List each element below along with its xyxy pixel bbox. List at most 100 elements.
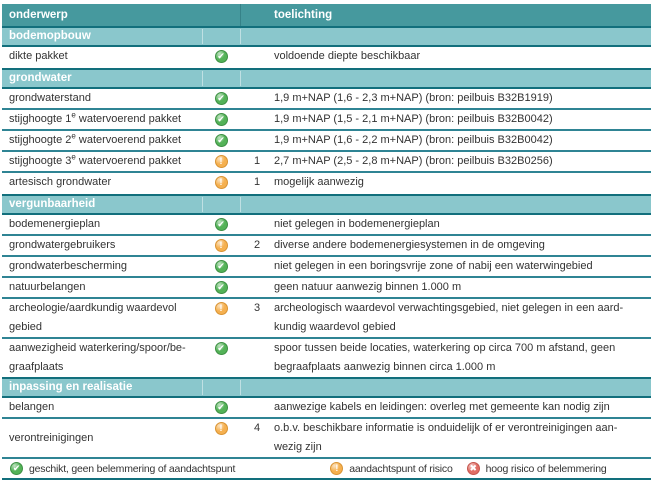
check-icon: ✔ bbox=[214, 92, 228, 105]
section-header: grondwater bbox=[2, 68, 651, 89]
row-toelichting: niet gelegen in een boringsvrije zone of… bbox=[274, 260, 593, 272]
row-note: 4 bbox=[253, 422, 261, 434]
check-icon: ✔ bbox=[214, 342, 228, 355]
section-label: vergunbaarheid bbox=[9, 198, 96, 210]
legend-row: ✔ geschikt, geen belemmering of aandachts… bbox=[2, 459, 651, 480]
table-row: artesisch grondwater! 1 mogelijk aanwezig bbox=[2, 173, 651, 194]
row-label: dikte pakket bbox=[9, 50, 68, 62]
status-icon-cell: ✔ bbox=[202, 398, 240, 414]
row-label: verontreinigingen bbox=[9, 431, 94, 444]
assessment-table: onderwerp toelichting bodemopbouw dikte p… bbox=[2, 4, 651, 480]
row-toelichting: aanwezige kabels en leidingen: overleg m… bbox=[274, 401, 610, 413]
table-row: stijghoogte 3e watervoerend pakket! 1 2,7 … bbox=[2, 152, 651, 173]
row-toelichting: 1,9 m+NAP (1,6 - 2,3 m+NAP) (bron: peilb… bbox=[274, 92, 553, 104]
row-toelichting: 2,7 m+NAP (2,5 - 2,8 m+NAP) (bron: peilb… bbox=[274, 155, 553, 167]
label-text: stijghoogte 3 bbox=[9, 155, 72, 167]
label-superscript: e bbox=[71, 152, 76, 162]
row-toelichting: o.b.v. beschikbare informatie is onduide… bbox=[274, 422, 618, 453]
row-label: natuurbelangen bbox=[9, 281, 86, 293]
row-label: stijghoogte 1e watervoerend pakket bbox=[2, 110, 202, 129]
status-icon-cell: ! bbox=[202, 236, 240, 252]
check-icon: ✔ bbox=[214, 401, 228, 414]
legend-label: geschikt, geen belemmering of aandachtsp… bbox=[29, 462, 236, 475]
row-toelichting: archeologisch waardevol verwachtingsgebi… bbox=[274, 302, 624, 333]
table-row: grondwaterstand ✔ 1,9 m+NAP (1,6 - 2,3 m+N… bbox=[2, 89, 651, 110]
label-superscript: e bbox=[71, 131, 76, 141]
check-icon: ✔ bbox=[214, 260, 228, 273]
legend-label: aandachtspunt of risico bbox=[349, 462, 453, 475]
column-header-onderwerp: onderwerp bbox=[9, 9, 68, 21]
exclamation-icon: ! bbox=[214, 176, 228, 189]
row-label: grondwatergebruikers bbox=[9, 239, 116, 251]
check-icon: ✔ bbox=[214, 281, 228, 294]
row-toelichting: 1,9 m+NAP (1,5 - 2,1 m+NAP) (bron: peilb… bbox=[274, 113, 553, 125]
row-label: stijghoogte 2e watervoerend pakket bbox=[2, 131, 202, 150]
row-label: artesisch grondwater bbox=[9, 176, 112, 188]
legend-label: hoog risico of belemmering bbox=[485, 462, 607, 475]
row-label: bodemenergieplan bbox=[9, 218, 101, 230]
status-icon-cell: ✔ bbox=[202, 110, 240, 126]
label-text: watervoerend pakket bbox=[75, 155, 182, 167]
section-header: vergunbaarheid bbox=[2, 194, 651, 215]
row-label: grondwaterstand bbox=[9, 92, 91, 104]
row-note: 1 bbox=[253, 176, 261, 188]
row-note: 3 bbox=[253, 302, 261, 314]
table-row: stijghoogte 1e watervoerend pakket ✔ 1,9 m… bbox=[2, 110, 651, 131]
cross-icon: ✖ bbox=[466, 462, 480, 475]
label-text: stijghoogte 1 bbox=[9, 113, 72, 125]
table-row: aanwezigheid waterkering/spoor/be- graaf… bbox=[2, 339, 651, 377]
row-label: aanwezigheid waterkering/spoor/be- graaf… bbox=[9, 342, 186, 373]
section-label: grondwater bbox=[9, 72, 72, 84]
label-superscript: e bbox=[71, 110, 76, 120]
row-toelichting: voldoende diepte beschikbaar bbox=[274, 50, 421, 62]
legend-item: ✔ geschikt, geen belemmering of aandachts… bbox=[10, 462, 235, 475]
status-icon-cell: ✔ bbox=[202, 278, 240, 294]
section-label: bodemopbouw bbox=[9, 30, 91, 42]
label-text: watervoerend pakket bbox=[75, 134, 182, 146]
table-row: grondwatergebruikers! 2 diverse andere bod… bbox=[2, 236, 651, 257]
check-icon: ✔ bbox=[214, 113, 228, 126]
table-row: belangen ✔ aanwezige kabels en leidingen: … bbox=[2, 398, 651, 419]
section-header: inpassing en realisatie bbox=[2, 377, 651, 398]
row-toelichting: geen natuur aanwezig binnen 1.000 m bbox=[274, 281, 462, 293]
row-note: 1 bbox=[253, 155, 261, 167]
status-icon-cell: ✔ bbox=[202, 89, 240, 105]
table-rows: bodemopbouw dikte pakket ✔ voldoende diepte… bbox=[2, 26, 651, 459]
table-row: archeologie/aardkundig waardevol gebied!… bbox=[2, 299, 651, 339]
status-icon-cell: ✔ bbox=[202, 47, 240, 63]
row-toelichting: niet gelegen in bodemenergieplan bbox=[274, 218, 440, 230]
row-toelichting: mogelijk aanwezig bbox=[274, 176, 364, 188]
section-label: inpassing en realisatie bbox=[9, 381, 133, 393]
row-note: 2 bbox=[253, 239, 261, 251]
table-row: verontreinigingen! 4 o.b.v. beschikbare in… bbox=[2, 419, 651, 459]
row-label: grondwaterbescherming bbox=[9, 260, 128, 272]
exclamation-icon: ! bbox=[214, 302, 228, 315]
label-text: watervoerend pakket bbox=[75, 113, 182, 125]
legend-item: ! aandachtspunt of risico bbox=[330, 462, 453, 475]
section-header: bodemopbouw bbox=[2, 26, 651, 47]
status-icon-cell: ✔ bbox=[202, 339, 240, 355]
exclamation-icon: ! bbox=[330, 462, 344, 475]
check-icon: ✔ bbox=[10, 462, 23, 475]
row-toelichting: 1,9 m+NAP (1,6 - 2,2 m+NAP) (bron: peilb… bbox=[274, 134, 553, 146]
status-icon-cell: ✔ bbox=[202, 215, 240, 231]
check-icon: ✔ bbox=[214, 134, 228, 147]
table-row: bodemenergieplan ✔ niet gelegen in bodemen… bbox=[2, 215, 651, 236]
column-header-toelichting: toelichting bbox=[274, 9, 333, 21]
row-label: archeologie/aardkundig waardevol gebied bbox=[9, 302, 177, 333]
table-row: stijghoogte 2e watervoerend pakket ✔ 1,9 m… bbox=[2, 131, 651, 152]
row-label: belangen bbox=[9, 401, 55, 413]
status-icon-cell: ! bbox=[202, 419, 240, 435]
status-icon-cell: ! bbox=[202, 299, 240, 315]
status-icon-cell: ✔ bbox=[202, 257, 240, 273]
label-text: stijghoogte 2 bbox=[9, 134, 72, 146]
exclamation-icon: ! bbox=[214, 239, 228, 252]
table-header-row: onderwerp toelichting bbox=[2, 4, 651, 26]
check-icon: ✔ bbox=[214, 218, 228, 231]
status-icon-cell: ! bbox=[202, 152, 240, 168]
legend-item: ✖ hoog risico of belemmering bbox=[466, 462, 607, 475]
exclamation-icon: ! bbox=[214, 422, 228, 435]
table-row: grondwaterbescherming ✔ niet gelegen in ee… bbox=[2, 257, 651, 278]
table-row: natuurbelangen ✔ geen natuur aanwezig binn… bbox=[2, 278, 651, 299]
row-label: stijghoogte 3e watervoerend pakket bbox=[2, 152, 202, 171]
